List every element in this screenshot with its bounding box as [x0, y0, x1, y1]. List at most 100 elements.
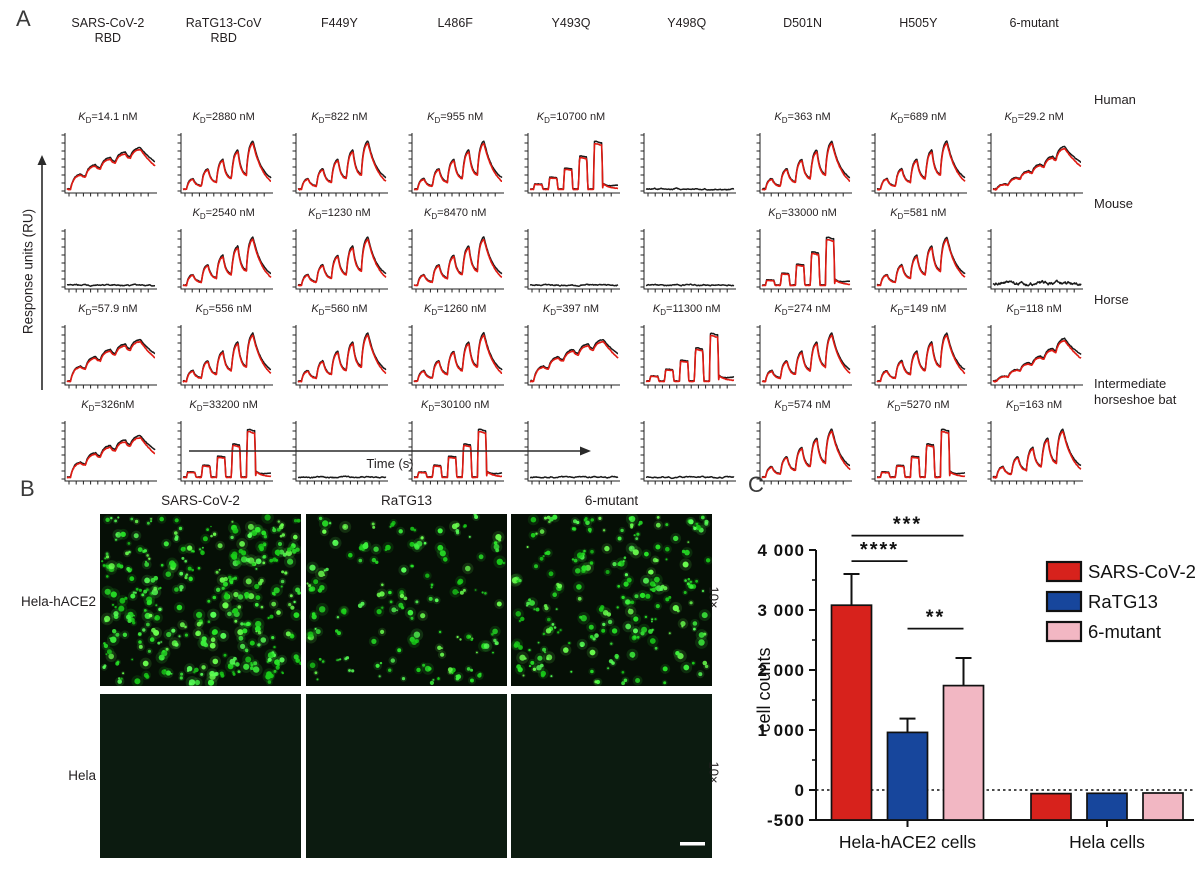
- sensorgram-plot: [408, 325, 505, 389]
- sensorgram-cell: KD=33200 nM: [166, 398, 282, 494]
- sensorgram-plot: [987, 325, 1084, 389]
- magnification-label-top: 10×: [706, 586, 722, 609]
- sensorgram-plot: [177, 421, 273, 485]
- legend-swatch-6-mutant: [1045, 620, 1083, 643]
- kd-value-label: KD=11300 nM: [652, 303, 721, 318]
- legend-swatch-RaTG13: [1045, 590, 1083, 613]
- sensorgram-cell: KD=10700 nM: [513, 110, 629, 206]
- row-label-bat: Intermediate horseshoe bat: [1094, 376, 1177, 407]
- kd-value-label: KD=581 nM: [890, 207, 947, 222]
- kd-value-label: [513, 398, 629, 412]
- sensorgram-plot: [756, 325, 852, 389]
- sensorgram-cell: KD=574 nM: [745, 398, 861, 494]
- sensorgram-cell: [976, 206, 1092, 302]
- kd-value-label: KD=10700 nM: [536, 111, 606, 126]
- sensorgram-cell: KD=560 nM: [282, 302, 398, 398]
- column-header: L486F: [437, 16, 473, 30]
- sensorgram-cell: KD=326nM: [50, 398, 166, 494]
- kd-value-label: KD=29.2 nM: [1004, 111, 1064, 126]
- sensorgram-plot: [640, 421, 736, 485]
- kd-value-label: KD=326nM: [81, 399, 135, 414]
- legend-label: 6-mutant: [1088, 621, 1161, 642]
- row-label-horse: Horse: [1094, 292, 1129, 307]
- bar-RaTG13-0: [886, 731, 929, 821]
- bar-SARS-CoV-2-0: [830, 604, 873, 821]
- kd-value-label: KD=363 nM: [774, 111, 831, 126]
- kd-value-label: KD=397 nM: [542, 303, 600, 318]
- svg-text:3 000: 3 000: [757, 601, 805, 620]
- sensorgram-cell: KD=397 nM: [513, 302, 629, 398]
- bar-RaTG13-1: [1086, 792, 1128, 821]
- sensorgram-plot: [871, 133, 968, 197]
- chart-y-axis-label: cell counts: [754, 647, 774, 732]
- sensorgram-cell: KD=2540 nM: [166, 206, 282, 302]
- svg-text:2 000: 2 000: [757, 661, 805, 680]
- sensorgram-plot: [871, 229, 968, 293]
- sensorgram-cell: KD=29.2 nM: [976, 110, 1092, 206]
- kd-value-label: KD=118 nM: [1006, 303, 1062, 318]
- kd-value-label: KD=2880 nM: [192, 111, 255, 126]
- kd-value-label: KD=33200 nM: [189, 399, 258, 414]
- sensorgram-plot: [177, 133, 273, 197]
- microscopy-image-hela-0: [100, 694, 301, 858]
- panel-a-label: A: [16, 6, 31, 31]
- sensorgram-plot: [61, 229, 157, 293]
- sensorgram-cell: KD=11300 nM: [629, 302, 745, 398]
- sensorgram-cell: KD=363 nM: [745, 110, 861, 206]
- sensorgram-plot: [756, 229, 852, 293]
- bar-6-mutant-0: [942, 684, 985, 821]
- legend-label: SARS-CoV-2: [1088, 561, 1196, 582]
- kd-value-label: KD=574 nM: [774, 399, 831, 414]
- microscopy-image-hela-hace2-2: [511, 514, 712, 686]
- column-header: RaTG13-CoV RBD: [185, 16, 262, 45]
- sensorgram-plot: [292, 133, 389, 197]
- sensorgram-plot: [177, 229, 273, 293]
- svg-text:4 000: 4 000: [757, 541, 805, 560]
- column-header: Y493Q: [551, 16, 591, 30]
- sensorgram-cell: [282, 398, 398, 494]
- sensorgram-cell: KD=30100 nM: [397, 398, 513, 494]
- microscopy-image-hela-hace2-0: [100, 514, 301, 686]
- sensorgram-plot: [408, 229, 505, 293]
- kd-value-label: KD=1230 nM: [308, 207, 371, 222]
- sensorgram-plot: [408, 133, 505, 197]
- microscopy-image-hela-1: [306, 694, 507, 858]
- panel-a-x-axis-label: Time (s): [366, 456, 414, 471]
- kd-value-label: KD=556 nM: [195, 303, 252, 318]
- bar-chart: 4 000 3 000 2 000 1 000 0 -500 Hela-hACE2 cell…: [754, 490, 1204, 877]
- sensorgram-cell: KD=14.1 nM: [50, 110, 166, 206]
- sensorgram-cell: [513, 398, 629, 494]
- kd-value-label: KD=274 nM: [774, 303, 831, 318]
- kd-value-label: [976, 206, 1092, 220]
- scale-bar: [680, 842, 705, 846]
- column-header: D501N: [783, 16, 822, 30]
- kd-value-label: KD=8470 nM: [424, 207, 487, 222]
- time-arrow: [189, 446, 591, 456]
- microscopy-image-hela-hace2-1: [306, 514, 507, 686]
- microscopy-image-hela-2: [511, 694, 712, 858]
- sensorgram-cell: [629, 206, 745, 302]
- sensorgram-cell: [629, 110, 745, 206]
- kd-value-label: KD=560 nM: [311, 303, 368, 318]
- sensorgram-cell: KD=955 nM: [397, 110, 513, 206]
- panel-b-row-label-hela-hace2: Hela-hACE2: [20, 594, 96, 609]
- svg-text:1 000: 1 000: [757, 721, 805, 740]
- row-label-mouse: Mouse: [1094, 196, 1134, 211]
- kd-value-label: [629, 206, 745, 220]
- kd-value-label: KD=822 nM: [311, 111, 368, 126]
- kd-value-label: KD=955 nM: [427, 111, 484, 126]
- significance-stars: **: [926, 607, 946, 629]
- sensorgram-cell: KD=1230 nM: [282, 206, 398, 302]
- sensorgram-plot: [987, 421, 1084, 485]
- sensorgram-cell: KD=57.9 nM: [50, 302, 166, 398]
- kd-value-label: KD=5270 nM: [887, 399, 950, 414]
- significance-stars: ****: [860, 539, 899, 561]
- sensorgram-plot: [408, 421, 505, 485]
- kd-value-label: KD=57.9 nM: [78, 303, 138, 318]
- sensorgram-plot: [524, 421, 620, 485]
- sensorgram-cell: KD=689 nM: [860, 110, 976, 206]
- sensorgram-plot: [640, 133, 736, 197]
- sensorgram-plot: [987, 229, 1084, 293]
- sensorgram-cell: KD=2880 nM: [166, 110, 282, 206]
- sensorgram-plot: [61, 421, 157, 485]
